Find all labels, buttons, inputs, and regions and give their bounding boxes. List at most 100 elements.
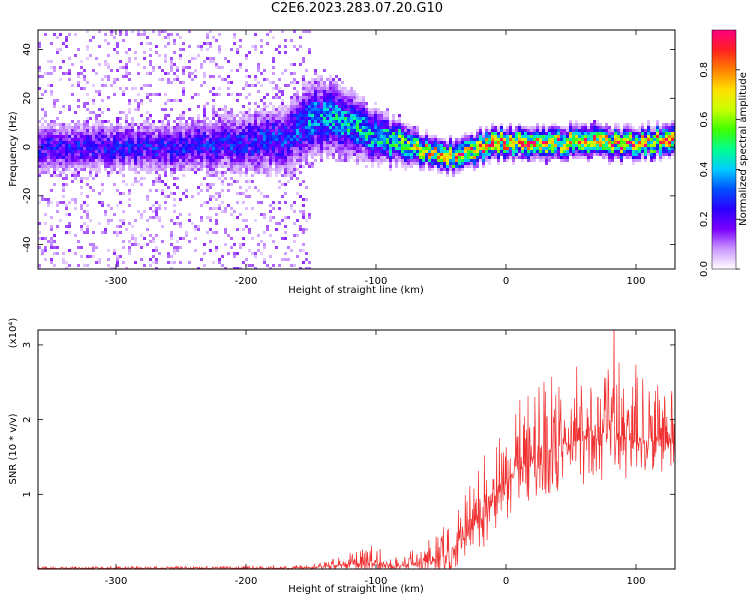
spectrogram-xlabel: Height of straight line (km)	[288, 285, 424, 296]
spectrogram-cell	[311, 153, 314, 156]
spectrogram-cell	[359, 117, 362, 120]
spectrogram-cell	[197, 141, 200, 144]
spectrogram-cell	[446, 141, 449, 144]
spectrogram-cell	[392, 129, 395, 132]
spectrogram-cell	[176, 168, 179, 171]
spectrogram-cell	[68, 225, 71, 228]
spectrogram-cell	[632, 162, 635, 165]
spectrogram-cell	[167, 261, 170, 264]
spectrogram-cell	[257, 162, 260, 165]
spectrogram-cell	[461, 162, 464, 165]
spectrogram-cell	[227, 252, 230, 255]
spectrogram-cell	[584, 156, 587, 159]
spectrogram-cell	[173, 177, 176, 180]
spectrogram-cell	[164, 174, 167, 177]
spectrogram-cell	[101, 231, 104, 234]
spectrogram-cell	[182, 114, 185, 117]
spectrogram-cell	[632, 141, 635, 144]
spectrogram-cell	[92, 189, 95, 192]
spectrogram-cell	[62, 195, 65, 198]
spectrogram-cell	[287, 84, 290, 87]
spectrogram-cell	[533, 147, 536, 150]
spectrogram-cell	[47, 156, 50, 159]
spectrogram-cell	[287, 246, 290, 249]
spectrogram-cell	[140, 213, 143, 216]
spectrogram-cell	[578, 144, 581, 147]
spectrogram-cell	[410, 156, 413, 159]
spectrogram-cell	[47, 240, 50, 243]
spectrogram-cell	[548, 150, 551, 153]
spectrogram-cell	[458, 168, 461, 171]
spectrogram-cell	[536, 129, 539, 132]
spectrogram-cell	[80, 207, 83, 210]
spectrogram-cell	[248, 135, 251, 138]
spectrogram-cell	[167, 123, 170, 126]
spectrogram-cell	[230, 132, 233, 135]
spectrogram-cell	[218, 117, 221, 120]
spectrogram-cell	[509, 135, 512, 138]
spectrogram-cell	[47, 60, 50, 63]
spectrogram-cell	[293, 99, 296, 102]
spectrogram-cell	[152, 120, 155, 123]
spectrogram-cell	[212, 261, 215, 264]
spectrogram-cell	[215, 93, 218, 96]
spectrogram-cell	[188, 45, 191, 48]
spectrogram-cell	[251, 180, 254, 183]
spectrogram-cell	[527, 135, 530, 138]
spectrogram-cell	[101, 183, 104, 186]
spectrogram-cell	[506, 156, 509, 159]
spectrogram-cell	[170, 138, 173, 141]
spectrogram-cell	[107, 162, 110, 165]
spectrogram-cell	[191, 195, 194, 198]
spectrogram-cell	[263, 114, 266, 117]
spectrogram-cell	[299, 123, 302, 126]
spectrogram-cell	[236, 192, 239, 195]
spectrogram-cell	[221, 141, 224, 144]
spectrogram-cell	[149, 126, 152, 129]
spectrogram-cell	[110, 207, 113, 210]
spectrogram-cell	[272, 81, 275, 84]
spectrogram-cell	[167, 72, 170, 75]
spectrogram-cell	[290, 147, 293, 150]
spectrogram-cell	[158, 126, 161, 129]
spectrogram-cell	[659, 129, 662, 132]
spectrogram-cell	[290, 105, 293, 108]
spectrogram-cell	[305, 153, 308, 156]
spectrogram-cell	[656, 132, 659, 135]
spectrogram-cell	[506, 138, 509, 141]
spectrogram-cell	[593, 126, 596, 129]
spectrogram-cell	[347, 156, 350, 159]
spectrogram-cell	[296, 111, 299, 114]
spectrogram-xtick-label: -100	[365, 276, 388, 287]
spectrogram-cell	[44, 249, 47, 252]
spectrogram-cell	[254, 102, 257, 105]
spectrogram-cells	[38, 30, 675, 269]
spectrogram-cell	[221, 117, 224, 120]
spectrogram-cell	[644, 153, 647, 156]
spectrogram-cell	[575, 144, 578, 147]
spectrogram-cell	[314, 129, 317, 132]
spectrogram-cell	[113, 30, 116, 33]
spectrogram-cell	[242, 165, 245, 168]
spectrogram-cell	[338, 132, 341, 135]
spectrogram-cell	[299, 144, 302, 147]
spectrogram-cell	[410, 129, 413, 132]
spectrogram-cell	[515, 141, 518, 144]
spectrogram-cell	[599, 123, 602, 126]
spectrogram-cell	[458, 138, 461, 141]
spectrogram-cell	[311, 114, 314, 117]
spectrogram-cell	[53, 153, 56, 156]
spectrogram-cell	[230, 48, 233, 51]
spectrogram-cell	[50, 123, 53, 126]
spectrogram-cell	[500, 123, 503, 126]
spectrogram-cell	[284, 126, 287, 129]
spectrogram-cell	[80, 255, 83, 258]
spectrogram-cell	[671, 141, 674, 144]
spectrogram-cell	[236, 129, 239, 132]
spectrogram-cell	[152, 126, 155, 129]
spectrogram-cell	[107, 132, 110, 135]
spectrogram-cell	[284, 132, 287, 135]
spectrogram-cell	[278, 126, 281, 129]
spectrogram-cell	[77, 126, 80, 129]
spectrogram-cell	[215, 147, 218, 150]
